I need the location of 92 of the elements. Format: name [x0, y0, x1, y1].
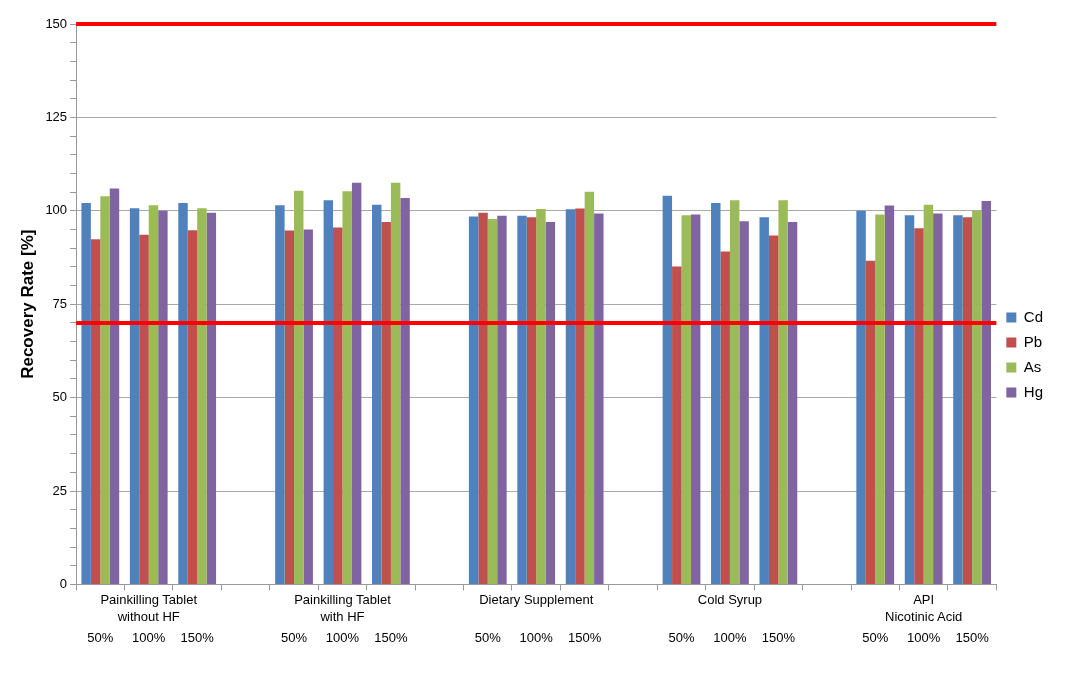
bar: [139, 234, 149, 584]
bar: [197, 208, 207, 584]
bar: [478, 212, 488, 584]
bar: [158, 210, 168, 584]
x-tick-label: 50%: [668, 629, 695, 645]
x-tick-label: 50%: [862, 629, 889, 645]
bar: [759, 217, 769, 584]
bar: [275, 205, 285, 584]
bar: [981, 201, 991, 584]
text: Dietary Supplement: [479, 592, 594, 608]
bar: [914, 228, 924, 584]
bar: [778, 200, 788, 584]
text: Painkilling Tablet with HF: [294, 592, 392, 625]
bar: [333, 227, 343, 584]
x-tick-label: 100%: [325, 629, 360, 645]
bar: [206, 212, 217, 584]
bar: [129, 208, 140, 584]
bar: [962, 217, 973, 584]
y-axis-title: Recovery Rate [%]: [17, 229, 37, 379]
bar: [381, 222, 391, 584]
bar: [487, 219, 498, 584]
bar: [953, 215, 963, 584]
legend-label: Hg: [1023, 382, 1044, 400]
x-tick-label: 150%: [761, 629, 796, 645]
x-tick-label: 150%: [568, 629, 602, 645]
bar: [865, 260, 876, 584]
bar: [303, 229, 313, 584]
bar: [575, 208, 585, 584]
bar: [342, 191, 352, 584]
bar: [100, 196, 110, 584]
bar: [284, 230, 295, 584]
legend-label: Pb: [1023, 332, 1043, 350]
y-tick-label: 0: [59, 575, 68, 591]
y-tick-label: 100: [45, 202, 68, 218]
bar: [729, 200, 740, 584]
bar: [972, 210, 982, 584]
bar: [351, 182, 362, 584]
bar: [565, 209, 576, 584]
bar: [768, 235, 779, 584]
bar: [323, 200, 334, 584]
bar: [690, 214, 701, 584]
bar: [294, 190, 304, 584]
bar: [875, 214, 885, 584]
y-tick-label: 150: [45, 15, 68, 31]
x-tick-label: 150%: [180, 629, 215, 645]
bar: [787, 222, 798, 584]
bar: [187, 230, 198, 584]
bar: [90, 239, 101, 584]
y-tick-label: 125: [45, 108, 68, 124]
bar: [400, 198, 410, 584]
bar: [672, 266, 682, 584]
bar: [109, 188, 120, 584]
text: Cold Syrup: [697, 592, 763, 608]
bar: [681, 215, 691, 584]
bar: [856, 210, 866, 584]
bar: [148, 205, 159, 584]
bar: [739, 221, 749, 584]
bar: [536, 208, 546, 584]
bar: [933, 213, 943, 584]
x-tick-label: 50%: [87, 629, 114, 645]
x-tick-label: 50%: [474, 629, 502, 645]
text: Painkilling Tablet without HF: [100, 592, 198, 625]
bar: [517, 215, 527, 584]
bar: [497, 215, 507, 584]
bar: [584, 191, 595, 584]
bar: [178, 202, 188, 584]
bar: [904, 215, 915, 584]
legend-label: Cd: [1023, 307, 1044, 325]
bar: [390, 182, 401, 584]
bar: [884, 205, 895, 584]
bar: [372, 204, 382, 584]
x-tick-label: 150%: [955, 629, 990, 645]
bar: [923, 204, 934, 584]
bar: [81, 202, 91, 584]
bar: [526, 217, 537, 584]
y-tick-label: 75: [52, 295, 68, 311]
x-tick-label: 100%: [519, 629, 554, 645]
bar: [720, 251, 730, 584]
bar: [711, 202, 721, 584]
x-tick-label: 150%: [374, 629, 408, 645]
bar: [594, 213, 604, 584]
bar: [545, 222, 556, 584]
y-tick-label: 50: [52, 389, 68, 405]
x-tick-label: 100%: [713, 629, 748, 645]
y-tick-label: 25: [52, 482, 68, 498]
legend-label: As: [1023, 357, 1042, 375]
bar: [662, 195, 673, 584]
x-tick-label: 100%: [132, 629, 166, 645]
x-tick-label: 50%: [281, 629, 308, 645]
bar: [468, 216, 479, 584]
x-tick-label: 100%: [907, 629, 941, 645]
text: API Nicotinic Acid: [885, 592, 963, 625]
